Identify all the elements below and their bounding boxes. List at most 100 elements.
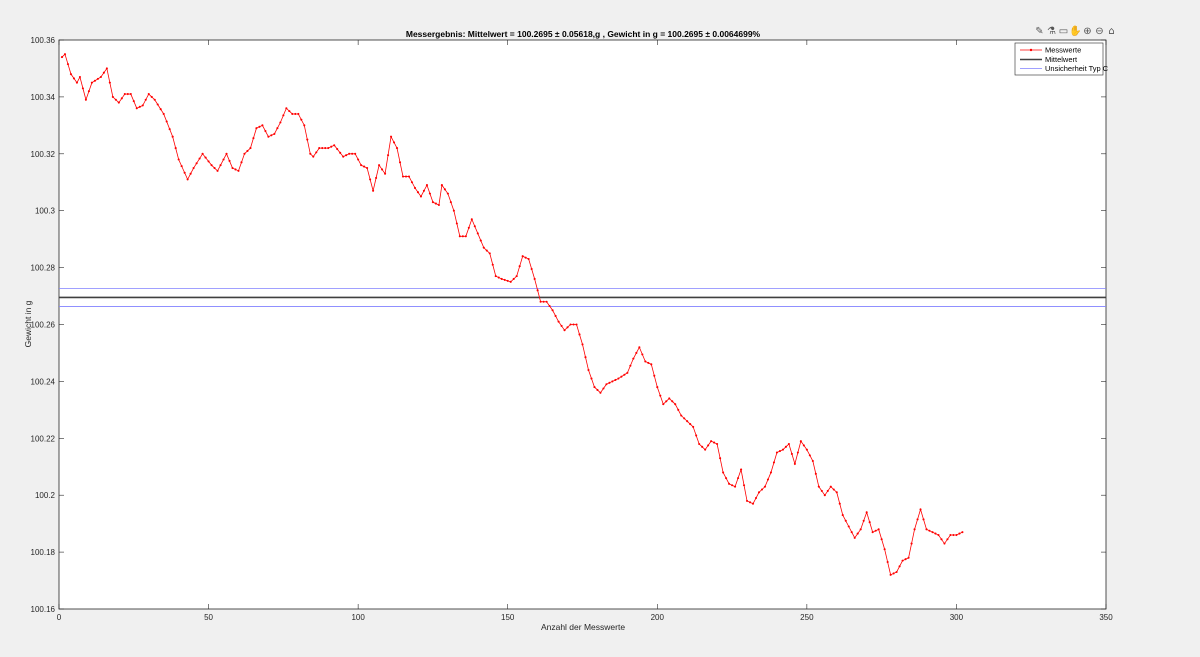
data-point [186,178,189,181]
data-point [171,135,174,138]
data-point [805,448,808,451]
data-point [60,56,64,59]
y-tick-label: 100.22 [31,434,56,443]
data-point [249,147,252,150]
data-point [428,192,431,195]
home-icon[interactable]: ⌂ [1108,26,1115,37]
data-point [533,277,536,281]
y-axis-label: Gewicht in g [23,300,33,347]
data-point [581,343,584,346]
data-point [222,158,225,161]
data-point [192,166,195,170]
plot-area[interactable] [58,39,1107,610]
data-point [662,403,665,406]
data-point [713,441,716,444]
data-point [680,414,683,417]
data-point [431,201,434,204]
data-point [87,90,90,93]
data-point [850,531,853,534]
data-point [470,218,473,221]
data-point [671,400,674,403]
data-point [467,226,470,229]
data-point [114,98,117,101]
data-point [853,536,856,539]
data-point [189,172,192,175]
data-point [563,329,566,332]
data-point [811,460,814,463]
x-tick-label: 300 [950,613,964,622]
pan-icon[interactable]: ✋ [1069,26,1082,37]
y-axis: 100.16 100.18 100.2 100.22 100.24 100.26 100.2… [31,36,1106,614]
data-point [766,478,770,481]
brush-icon[interactable]: ✎ [1035,26,1044,37]
data-point [105,67,108,70]
data-point [390,135,393,138]
data-point [216,169,219,172]
data-point [267,135,270,138]
datatip-icon[interactable]: ⚗ [1047,26,1056,37]
data-point [210,164,213,167]
data-point [578,333,581,336]
data-point [668,397,671,400]
data-point [500,277,503,281]
data-point [213,166,216,170]
zoom-in-icon[interactable]: ⊕ [1083,26,1092,37]
data-point [294,112,297,116]
data-point [871,531,874,534]
data-point [138,105,141,108]
x-axis-label: Anzahl der Messwerte [541,622,625,632]
data-point [384,172,387,175]
data-point [895,570,898,574]
data-point [958,532,961,535]
data-point [165,120,168,123]
data-point [360,164,363,167]
data-point [949,533,952,537]
data-point [925,528,928,531]
data-point [599,391,602,394]
data-point [150,95,153,98]
data-point [817,485,820,488]
data-point [147,93,150,96]
data-point [943,542,946,545]
data-point [865,511,868,514]
data-point [195,162,198,165]
data-point [330,145,333,148]
data-point [401,175,405,178]
data-point [904,558,907,561]
data-point [378,164,381,167]
data-point [572,323,575,326]
data-point [632,357,635,360]
data-point [333,144,336,147]
data-point [644,360,647,363]
data-point [802,444,805,447]
data-point [623,373,626,376]
data-point [354,152,357,155]
data-point [156,103,159,106]
data-point [300,118,303,121]
data-point [886,561,889,564]
data-point [180,165,183,168]
data-point [769,471,773,474]
data-point [754,496,758,500]
data-point [629,364,632,367]
data-point [422,189,426,192]
y-tick-label: 100.34 [31,93,56,102]
restore-icon[interactable]: ▭ [1058,26,1069,37]
zoom-out-icon[interactable]: ⊖ [1095,26,1104,37]
data-point [781,448,784,451]
data-point [524,256,527,259]
data-point [695,434,698,437]
data-point [413,186,417,189]
data-point [515,275,518,278]
data-point [398,161,402,164]
data-point [228,159,231,162]
data-point [856,532,859,535]
data-point [458,235,461,238]
data-point [922,518,925,521]
data-point [539,300,542,303]
data-point [829,485,832,488]
data-point [479,239,482,242]
legend[interactable]: Messwerte Mittelwert Unsicherheit Typ C [1014,42,1109,76]
data-point [877,528,880,531]
